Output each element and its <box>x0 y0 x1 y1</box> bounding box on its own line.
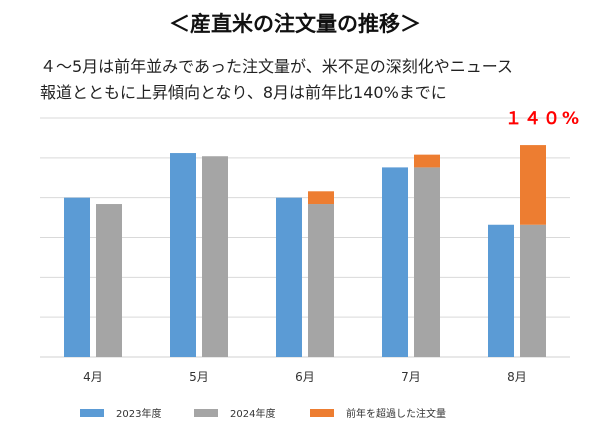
growth-annotation: １４０% <box>505 109 581 129</box>
legend-swatch-2024 <box>194 408 218 417</box>
x-axis-labels: 4月 5月 6月 7月 8月 <box>83 370 527 384</box>
x-tick-label: 6月 <box>295 370 315 384</box>
bar-2024-2 <box>202 156 228 357</box>
bars <box>64 145 546 357</box>
x-tick-label: 5月 <box>189 370 209 384</box>
gridlines <box>40 117 570 358</box>
legend-swatch-excess <box>310 408 334 417</box>
bar-2023-3 <box>276 197 302 357</box>
legend-item-2023: 2023年度 <box>80 405 161 420</box>
x-tick-label: 4月 <box>83 370 103 384</box>
bar-2024-3 <box>308 204 334 357</box>
x-tick-label: 8月 <box>507 370 527 384</box>
bar-excess-5 <box>520 145 546 225</box>
legend-label-2023: 2023年度 <box>116 409 162 420</box>
bar-2023-4 <box>382 167 408 357</box>
bar-2024-1 <box>96 204 122 357</box>
bar-2024-5 <box>520 224 546 357</box>
chart-subtitle-line-2: 報道とともに上昇傾向となり、8月は前年比140%までに <box>40 83 447 102</box>
bar-2023-1 <box>64 197 90 357</box>
x-tick-label: 7月 <box>401 370 421 384</box>
chart-title: ＜産直米の注文量の推移＞ <box>169 12 421 36</box>
legend-item-2024: 2024年度 <box>194 405 275 420</box>
chart-legend: 2023年度 2024年度 前年を超過した注文量 <box>0 405 590 425</box>
bar-2023-2 <box>170 153 196 357</box>
bar-2024-4 <box>414 167 440 357</box>
legend-label-excess: 前年を超過した注文量 <box>346 409 446 420</box>
legend-label-2024: 2024年度 <box>230 409 276 420</box>
chart-subtitle-line-1: ４～5月は前年並みであった注文量が、米不足の深刻化やニュース <box>40 57 513 76</box>
bar-excess-4 <box>414 154 440 168</box>
legend-item-excess: 前年を超過した注文量 <box>310 405 446 420</box>
bar-excess-3 <box>308 191 334 205</box>
bar-2023-5 <box>488 224 514 357</box>
legend-swatch-2023 <box>80 408 104 417</box>
